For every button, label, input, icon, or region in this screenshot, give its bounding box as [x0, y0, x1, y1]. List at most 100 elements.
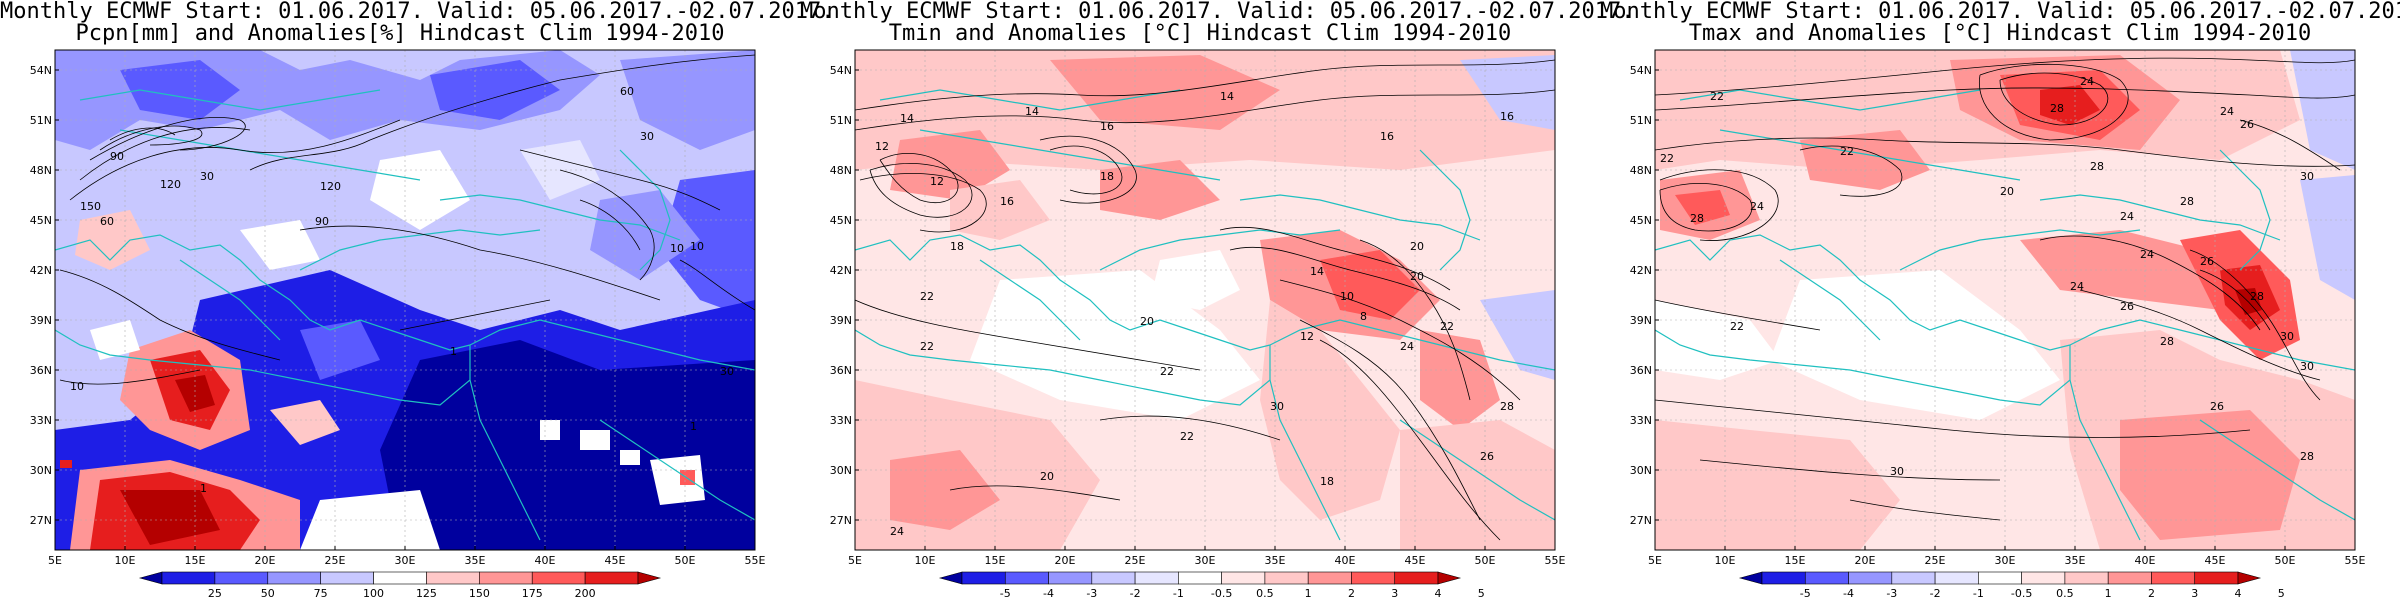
lat-tick-label: 42N: [1630, 264, 1652, 277]
lon-axis: 5E 10E 15E 20E 25E 30E 35E 40E 45E 50E 55E: [848, 546, 1566, 567]
lon-tick-label: 15E: [985, 554, 1006, 567]
contour-label: 16: [1380, 130, 1394, 143]
lat-tick-label: 30N: [1630, 464, 1652, 477]
lon-tick-label: 10E: [915, 554, 936, 567]
coastline: [855, 89, 1555, 541]
contour-label: 12: [875, 140, 889, 153]
panel-title-line2: Pcpn[mm] and Anomalies[%] Hindcast Clim …: [75, 21, 725, 46]
lon-tick-label: 50E: [675, 554, 696, 567]
colorbar-tick-label: 3: [2191, 587, 2198, 600]
panel-title-line1: Monthly ECMWF Start: 01.06.2017. Valid: …: [1600, 0, 2400, 24]
colorbar-swatch: [320, 571, 374, 585]
colorbar-tick-label: -0.5: [2011, 587, 2032, 600]
colorbar-tick-label: 4: [1435, 587, 1442, 600]
colorbar-swatch: [267, 571, 321, 585]
lon-tick-label: 10E: [1715, 554, 1736, 567]
contour-label: 28: [2250, 290, 2264, 303]
lat-tick-label: 36N: [30, 364, 52, 377]
colorbar-swatch: [1394, 571, 1439, 585]
colorbar-tick-label: 100: [363, 587, 384, 600]
contour-label: 28: [2160, 335, 2174, 348]
graticule: [1655, 50, 2355, 550]
panel-title-line2: Tmin and Anomalies [°C] Hindcast Clim 19…: [888, 21, 1512, 46]
contour-label: 24: [2220, 105, 2234, 118]
contour-label: 22: [1160, 365, 1174, 378]
lat-tick-label: 33N: [1630, 414, 1652, 427]
contour-label: 18: [950, 240, 964, 253]
colorbar-swatch: [531, 571, 586, 585]
colorbar-swatch: [426, 571, 480, 585]
lon-tick-label: 15E: [185, 554, 206, 567]
contour-label: 30: [1890, 465, 1904, 478]
tmax-panel: Monthly ECMWF Start: 01.06.2017. Valid: …: [1600, 0, 2400, 600]
panel-title-line1: Monthly ECMWF Start: 01.06.2017. Valid: …: [800, 0, 1635, 24]
colorbar-swatch: [961, 571, 1006, 585]
lat-tick-label: 36N: [1630, 364, 1652, 377]
contour-labels: 22 24 28 26 24 22 28 24 22 28 20 30 28 2…: [1660, 75, 2314, 478]
colorbar-tick-label: -5: [1800, 587, 1811, 600]
lon-tick-label: 50E: [2275, 554, 2296, 567]
lon-tick-label: 10E: [115, 554, 136, 567]
colorbar-tick-label: -2: [1930, 587, 1941, 600]
contour-label: 16: [1000, 195, 1014, 208]
contour-label: 24: [1750, 200, 1764, 213]
contour-label: 18: [1320, 475, 1334, 488]
lat-tick-label: 51N: [30, 114, 52, 127]
colorbar-tick-label: -4: [1043, 587, 1054, 600]
lat-tick-label: 27N: [1630, 514, 1652, 527]
lat-tick-label: 54N: [830, 64, 852, 77]
contour-label: 30: [640, 130, 654, 143]
contour-labels: 12 14 14 16 12 18 16 14 16 18 20 22 22 1…: [875, 90, 1514, 538]
colorbar-swatch: [1004, 571, 1049, 585]
panel-title-line2: Tmax and Anomalies [°C] Hindcast Clim 19…: [1688, 21, 2312, 46]
colorbar-swatch: [1351, 571, 1396, 585]
tmin-panel: Monthly ECMWF Start: 01.06.2017. Valid: …: [800, 0, 1635, 600]
colorbar-arrow-high: [637, 571, 662, 585]
contour-label: 24: [1400, 340, 1414, 353]
colorbar-swatch: [161, 571, 216, 585]
colorbar-arrow-low: [938, 571, 963, 585]
colorbar-tick-label: -3: [1086, 587, 1097, 600]
lon-tick-label: 35E: [2065, 554, 2086, 567]
lon-axis: 5E 10E 15E 20E 25E 30E 35E 40E 45E 50E 55E: [1648, 546, 2366, 567]
colorbar-tick-label: -1: [1973, 587, 1984, 600]
lat-tick-label: 45N: [830, 214, 852, 227]
contour-label: 20: [1410, 270, 1424, 283]
colorbar-tick-label: 25: [208, 587, 222, 600]
lat-tick-label: 42N: [30, 264, 52, 277]
contour-label: 28: [2090, 160, 2104, 173]
colorbar-swatch: [2194, 571, 2239, 585]
lat-tick-label: 51N: [830, 114, 852, 127]
colorbar-tick-label: 0.5: [1256, 587, 1274, 600]
contour-label: 20: [2000, 185, 2014, 198]
colorbar-tick-label: 1: [2105, 587, 2112, 600]
lon-tick-label: 55E: [2345, 554, 2366, 567]
contour-label: 24: [2080, 75, 2094, 88]
contour-label: 12: [1300, 330, 1314, 343]
lat-tick-label: 33N: [830, 414, 852, 427]
contour-label: 12: [930, 175, 944, 188]
colorbar-swatch: [1978, 571, 2022, 585]
lon-tick-label: 45E: [605, 554, 626, 567]
contour-label: 26: [2120, 300, 2134, 313]
contour-label: 26: [2240, 118, 2254, 131]
lat-tick-label: 27N: [830, 514, 852, 527]
lat-tick-label: 42N: [830, 264, 852, 277]
lat-tick-label: 36N: [830, 364, 852, 377]
contour-label: 10: [670, 242, 684, 255]
contour-label: 22: [1730, 320, 1744, 333]
colorbar-swatch: [373, 571, 427, 585]
lat-axis: 54N 51N 48N 45N 42N 39N 36N 33N 30N 27N: [1630, 64, 1659, 527]
colorbar-swatch: [1134, 571, 1179, 585]
colorbar-arrow-high: [1437, 571, 1462, 585]
contour-label: 10: [70, 380, 84, 393]
contour-label: 150: [80, 200, 101, 213]
contour-label: 20: [1410, 240, 1424, 253]
lon-tick-label: 20E: [1055, 554, 1076, 567]
contour-label: 30: [2280, 330, 2294, 343]
lat-axis: 54N 51N 48N 45N 42N 39N 36N 33N 30N 27N: [830, 64, 859, 527]
contour-label: 18: [1100, 170, 1114, 183]
coastline: [1655, 89, 2355, 541]
contour-label: 14: [900, 112, 914, 125]
lon-tick-label: 55E: [1545, 554, 1566, 567]
